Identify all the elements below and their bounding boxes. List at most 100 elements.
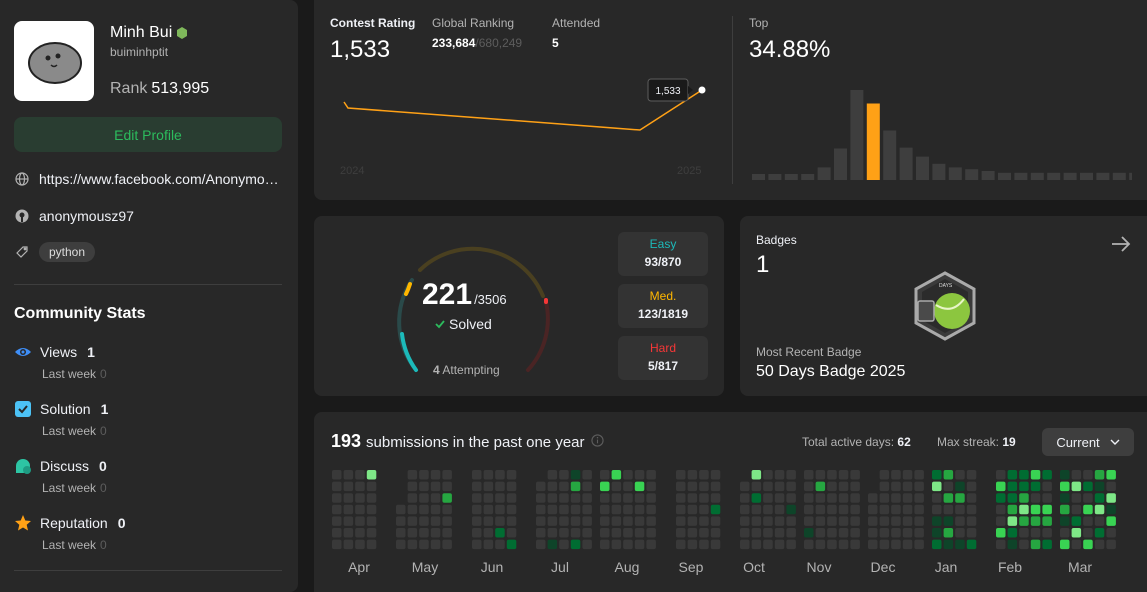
heatmap-day-cell[interactable] [623,539,633,550]
heatmap-day-cell[interactable] [506,539,517,550]
heatmap-day-cell[interactable] [430,470,441,480]
heatmap-day-cell[interactable] [1071,481,1082,492]
heatmap-day-cell[interactable] [943,528,954,538]
heatmap-day-cell[interactable] [442,516,452,526]
heatmap-day-cell[interactable] [1071,493,1082,503]
heatmap-day-cell[interactable] [547,504,558,515]
heatmap-day-cell[interactable] [699,470,709,480]
heatmap-day-cell[interactable] [699,516,709,526]
heatmap-day-cell[interactable] [623,528,633,538]
heatmap-day-cell[interactable] [483,504,494,515]
heatmap-day-cell[interactable] [676,493,686,503]
heatmap-day-cell[interactable] [710,539,721,550]
heatmap-day-cell[interactable] [815,504,826,515]
heatmap-day-cell[interactable] [955,539,965,550]
heatmap-day-cell[interactable] [914,493,924,503]
heatmap-day-cell[interactable] [634,528,645,538]
heatmap-day-cell[interactable] [419,493,429,503]
heatmap-day-cell[interactable] [774,470,785,480]
heatmap-day-cell[interactable] [868,539,878,550]
heatmap-day-cell[interactable] [966,516,977,526]
heatmap-day-cell[interactable] [955,504,965,515]
heatmap-day-cell[interactable] [804,528,814,538]
heatmap-day-cell[interactable] [430,539,441,550]
heatmap-day-cell[interactable] [611,470,622,480]
heatmap-day-cell[interactable] [751,516,762,526]
heatmap-day-cell[interactable] [1007,539,1018,550]
heatmap-day-cell[interactable] [611,528,622,538]
heatmap-day-cell[interactable] [495,504,505,515]
heatmap-day-cell[interactable] [838,493,849,503]
heatmap-day-cell[interactable] [850,539,860,550]
heatmap-day-cell[interactable] [472,539,482,550]
heatmap-day-cell[interactable] [868,493,878,503]
heatmap-day-cell[interactable] [1030,539,1041,550]
heatmap-day-cell[interactable] [646,504,656,515]
heatmap-day-cell[interactable] [536,516,546,526]
heatmap-day-cell[interactable] [966,504,977,515]
heatmap-day-cell[interactable] [407,539,418,550]
heatmap-day-cell[interactable] [955,493,965,503]
heatmap-day-cell[interactable] [430,528,441,538]
heatmap-day-cell[interactable] [996,470,1006,480]
heatmap-day-cell[interactable] [611,539,622,550]
heatmap-day-cell[interactable] [763,493,773,503]
heatmap-day-cell[interactable] [710,516,721,526]
heatmap-day-cell[interactable] [827,528,837,538]
heatmap-day-cell[interactable] [600,481,610,492]
heatmap-day-cell[interactable] [1019,516,1029,526]
heatmap-day-cell[interactable] [623,504,633,515]
heatmap-day-cell[interactable] [996,516,1006,526]
heatmap-day-cell[interactable] [1007,493,1018,503]
heatmap-day-cell[interactable] [1094,504,1105,515]
heatmap-day-cell[interactable] [1094,539,1105,550]
heatmap-day-cell[interactable] [355,528,365,538]
heatmap-day-cell[interactable] [687,493,698,503]
heatmap-day-cell[interactable] [430,493,441,503]
heatmap-day-cell[interactable] [815,470,826,480]
heatmap-day-cell[interactable] [850,470,860,480]
heatmap-day-cell[interactable] [804,504,814,515]
heatmap-day-cell[interactable] [914,481,924,492]
heatmap-day-cell[interactable] [966,528,977,538]
heatmap-day-cell[interactable] [804,516,814,526]
heatmap-day-cell[interactable] [419,481,429,492]
heatmap-day-cell[interactable] [634,493,645,503]
heatmap-day-cell[interactable] [419,516,429,526]
heatmap-day-cell[interactable] [1042,481,1052,492]
heatmap-day-cell[interactable] [506,493,517,503]
heatmap-day-cell[interactable] [676,528,686,538]
heatmap-day-cell[interactable] [955,481,965,492]
heatmap-day-cell[interactable] [1019,539,1029,550]
heatmap-day-cell[interactable] [332,539,342,550]
heatmap-day-cell[interactable] [815,481,826,492]
heatmap-day-cell[interactable] [996,528,1006,538]
heatmap-day-cell[interactable] [332,470,342,480]
heatmap-day-cell[interactable] [1106,539,1116,550]
heatmap-day-cell[interactable] [996,493,1006,503]
heatmap-day-cell[interactable] [495,470,505,480]
heatmap-day-cell[interactable] [442,493,452,503]
difficulty-easy[interactable]: Easy 93/870 [618,232,708,276]
heatmap-day-cell[interactable] [786,539,796,550]
heatmap-day-cell[interactable] [955,516,965,526]
heatmap-day-cell[interactable] [827,481,837,492]
heatmap-day-cell[interactable] [343,481,354,492]
heatmap-day-cell[interactable] [902,516,913,526]
heatmap-day-cell[interactable] [506,516,517,526]
heatmap-day-cell[interactable] [1042,493,1052,503]
heatmap-day-cell[interactable] [687,504,698,515]
heatmap-day-cell[interactable] [407,493,418,503]
heatmap-day-cell[interactable] [699,504,709,515]
heatmap-day-cell[interactable] [495,516,505,526]
heatmap-day-cell[interactable] [600,470,610,480]
heatmap-day-cell[interactable] [1007,516,1018,526]
heatmap-day-cell[interactable] [472,481,482,492]
heatmap-day-cell[interactable] [763,481,773,492]
heatmap-day-cell[interactable] [815,528,826,538]
heatmap-day-cell[interactable] [879,528,890,538]
heatmap-day-cell[interactable] [600,504,610,515]
heatmap-day-cell[interactable] [710,504,721,515]
heatmap-day-cell[interactable] [570,528,581,538]
heatmap-day-cell[interactable] [966,539,977,550]
